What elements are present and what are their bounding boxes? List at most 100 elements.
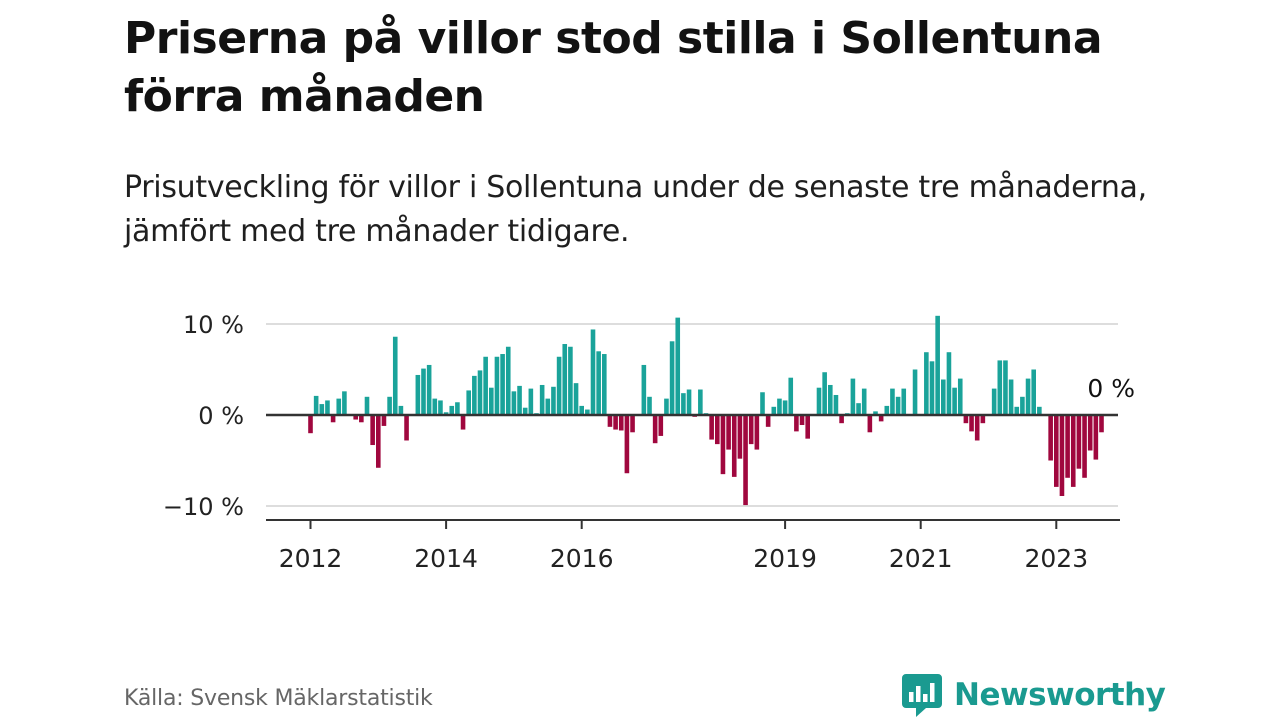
bar bbox=[890, 388, 895, 415]
bar bbox=[760, 392, 765, 415]
bar bbox=[856, 403, 861, 415]
bar bbox=[1082, 415, 1087, 478]
y-tick-label: 10 % bbox=[183, 311, 244, 339]
bar bbox=[551, 386, 556, 415]
bar bbox=[387, 396, 392, 415]
bar bbox=[618, 415, 624, 431]
bar bbox=[1048, 415, 1053, 461]
bar bbox=[748, 415, 754, 445]
bar bbox=[794, 415, 799, 432]
bar bbox=[924, 352, 929, 415]
bar-chart: 10 % 0 % −10 % 2012 2014 2016 2019 2021 2023 0 % bbox=[163, 311, 1135, 573]
bar bbox=[805, 415, 810, 439]
bar bbox=[946, 352, 952, 415]
bar bbox=[850, 378, 856, 415]
bar bbox=[432, 398, 438, 415]
bar bbox=[884, 405, 890, 415]
bar bbox=[777, 398, 782, 415]
bar bbox=[782, 400, 788, 415]
bar bbox=[754, 415, 760, 450]
bar bbox=[816, 387, 822, 415]
bar bbox=[1037, 406, 1042, 415]
bar bbox=[833, 394, 839, 415]
bar bbox=[895, 396, 901, 415]
bar bbox=[963, 415, 969, 424]
bar bbox=[522, 407, 528, 415]
bar bbox=[822, 372, 827, 415]
y-tick-label: −10 % bbox=[163, 493, 244, 521]
bar bbox=[969, 415, 974, 432]
bar bbox=[1025, 378, 1031, 415]
newsworthy-logo[interactable]: Newsworthy bbox=[902, 672, 1166, 718]
bar bbox=[359, 415, 364, 423]
bar bbox=[545, 398, 551, 415]
x-tick-label: 2012 bbox=[279, 544, 343, 573]
bar bbox=[647, 396, 652, 415]
bar bbox=[952, 387, 957, 415]
bar bbox=[709, 415, 714, 440]
bar bbox=[325, 400, 330, 415]
bar bbox=[579, 405, 584, 415]
bar bbox=[658, 415, 664, 436]
bar bbox=[941, 379, 946, 415]
bar bbox=[1059, 415, 1065, 496]
bar bbox=[511, 391, 517, 415]
bar bbox=[330, 415, 336, 423]
bar bbox=[669, 341, 675, 415]
bar bbox=[528, 388, 534, 415]
bar bbox=[726, 415, 731, 450]
bar bbox=[997, 360, 1003, 415]
bar bbox=[737, 415, 743, 459]
bar bbox=[957, 378, 963, 415]
bar bbox=[974, 415, 980, 441]
bar bbox=[313, 395, 319, 415]
bar bbox=[681, 393, 686, 415]
bar bbox=[415, 374, 421, 415]
bar bbox=[556, 356, 562, 415]
bar bbox=[929, 361, 935, 415]
bar bbox=[1099, 415, 1104, 433]
bar bbox=[392, 336, 398, 415]
bar bbox=[602, 354, 607, 415]
bar bbox=[505, 346, 511, 415]
bar bbox=[731, 415, 737, 477]
x-tick-label: 2023 bbox=[1024, 544, 1088, 573]
bar bbox=[1076, 415, 1082, 469]
bar bbox=[980, 415, 986, 424]
bar bbox=[308, 415, 313, 434]
x-tick-label: 2016 bbox=[550, 544, 614, 573]
bar bbox=[517, 385, 522, 415]
bar bbox=[562, 344, 568, 415]
bar bbox=[715, 415, 720, 445]
source-note: Källa: Svensk Mäklarstatistik bbox=[124, 686, 433, 711]
bar bbox=[788, 377, 794, 415]
bar bbox=[494, 356, 500, 415]
gridlines bbox=[266, 323, 1118, 507]
bar bbox=[630, 415, 635, 433]
bar bbox=[664, 398, 669, 415]
bar bbox=[901, 388, 907, 415]
bar bbox=[607, 415, 613, 427]
x-tick-label: 2014 bbox=[414, 544, 478, 573]
bar bbox=[460, 415, 466, 430]
x-tick-label: 2019 bbox=[753, 544, 817, 573]
bar bbox=[912, 369, 918, 415]
bar bbox=[991, 388, 997, 415]
bar bbox=[376, 415, 381, 468]
bar bbox=[466, 390, 471, 415]
bar bbox=[364, 396, 370, 415]
bar bbox=[426, 364, 432, 415]
bar bbox=[765, 415, 771, 427]
bar bbox=[613, 415, 618, 430]
bar bbox=[861, 388, 867, 415]
bar bbox=[743, 415, 748, 506]
bar bbox=[483, 356, 488, 415]
bar bbox=[1008, 379, 1014, 415]
bar bbox=[342, 391, 347, 415]
bar bbox=[370, 415, 375, 446]
bar bbox=[438, 400, 443, 415]
bar bbox=[686, 389, 692, 415]
bar bbox=[336, 398, 342, 415]
bar bbox=[839, 415, 844, 424]
bar bbox=[652, 415, 658, 444]
